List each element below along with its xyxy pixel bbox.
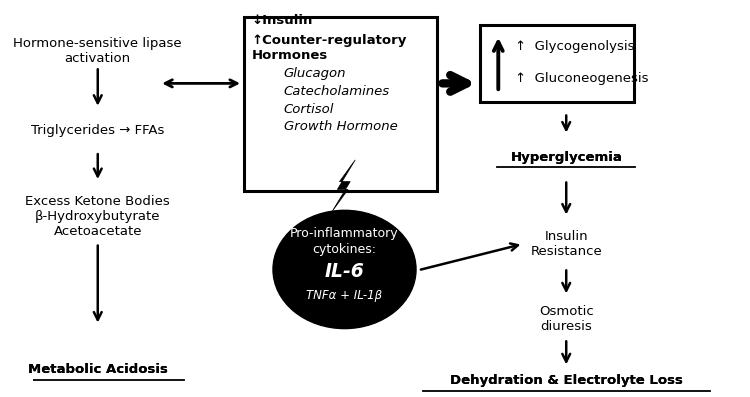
Text: ↓Insulin: ↓Insulin (251, 14, 313, 27)
Text: Triglycerides → FFAs: Triglycerides → FFAs (31, 124, 164, 137)
FancyBboxPatch shape (244, 17, 437, 191)
Text: Cortisol: Cortisol (284, 102, 334, 116)
Text: cytokines:: cytokines: (313, 243, 376, 256)
Text: IL-6: IL-6 (325, 262, 364, 281)
Text: Hyperglycemia: Hyperglycemia (510, 150, 622, 164)
Ellipse shape (273, 210, 416, 329)
Text: ↑  Glycogenolysis: ↑ Glycogenolysis (514, 40, 634, 53)
Text: Hyperglycemia: Hyperglycemia (510, 150, 622, 164)
FancyBboxPatch shape (481, 25, 634, 102)
Text: ↑  Gluconeogenesis: ↑ Gluconeogenesis (514, 72, 648, 85)
Text: TNFα + IL-1β: TNFα + IL-1β (307, 289, 382, 302)
Text: Excess Ketone Bodies
β-Hydroxybutyrate
Acetoacetate: Excess Ketone Bodies β-Hydroxybutyrate A… (26, 195, 170, 238)
Text: Pro-inflammatory: Pro-inflammatory (290, 227, 399, 241)
Polygon shape (332, 160, 356, 211)
Text: Hormones: Hormones (251, 49, 328, 62)
Text: Glucagon: Glucagon (284, 67, 346, 80)
Text: ↑Counter-regulatory: ↑Counter-regulatory (251, 33, 407, 46)
Text: Dehydration & Electrolyte Loss: Dehydration & Electrolyte Loss (450, 374, 682, 387)
Text: Dehydration & Electrolyte Loss: Dehydration & Electrolyte Loss (450, 374, 682, 387)
Text: Catecholamines: Catecholamines (284, 85, 390, 98)
Text: Hormone-sensitive lipase
activation: Hormone-sensitive lipase activation (13, 37, 182, 65)
Text: Osmotic
diuresis: Osmotic diuresis (538, 305, 593, 333)
Text: Metabolic Acidosis: Metabolic Acidosis (28, 364, 168, 376)
Text: Insulin
Resistance: Insulin Resistance (530, 230, 602, 258)
Text: Growth Hormone: Growth Hormone (284, 120, 398, 133)
Text: Metabolic Acidosis: Metabolic Acidosis (28, 364, 168, 376)
